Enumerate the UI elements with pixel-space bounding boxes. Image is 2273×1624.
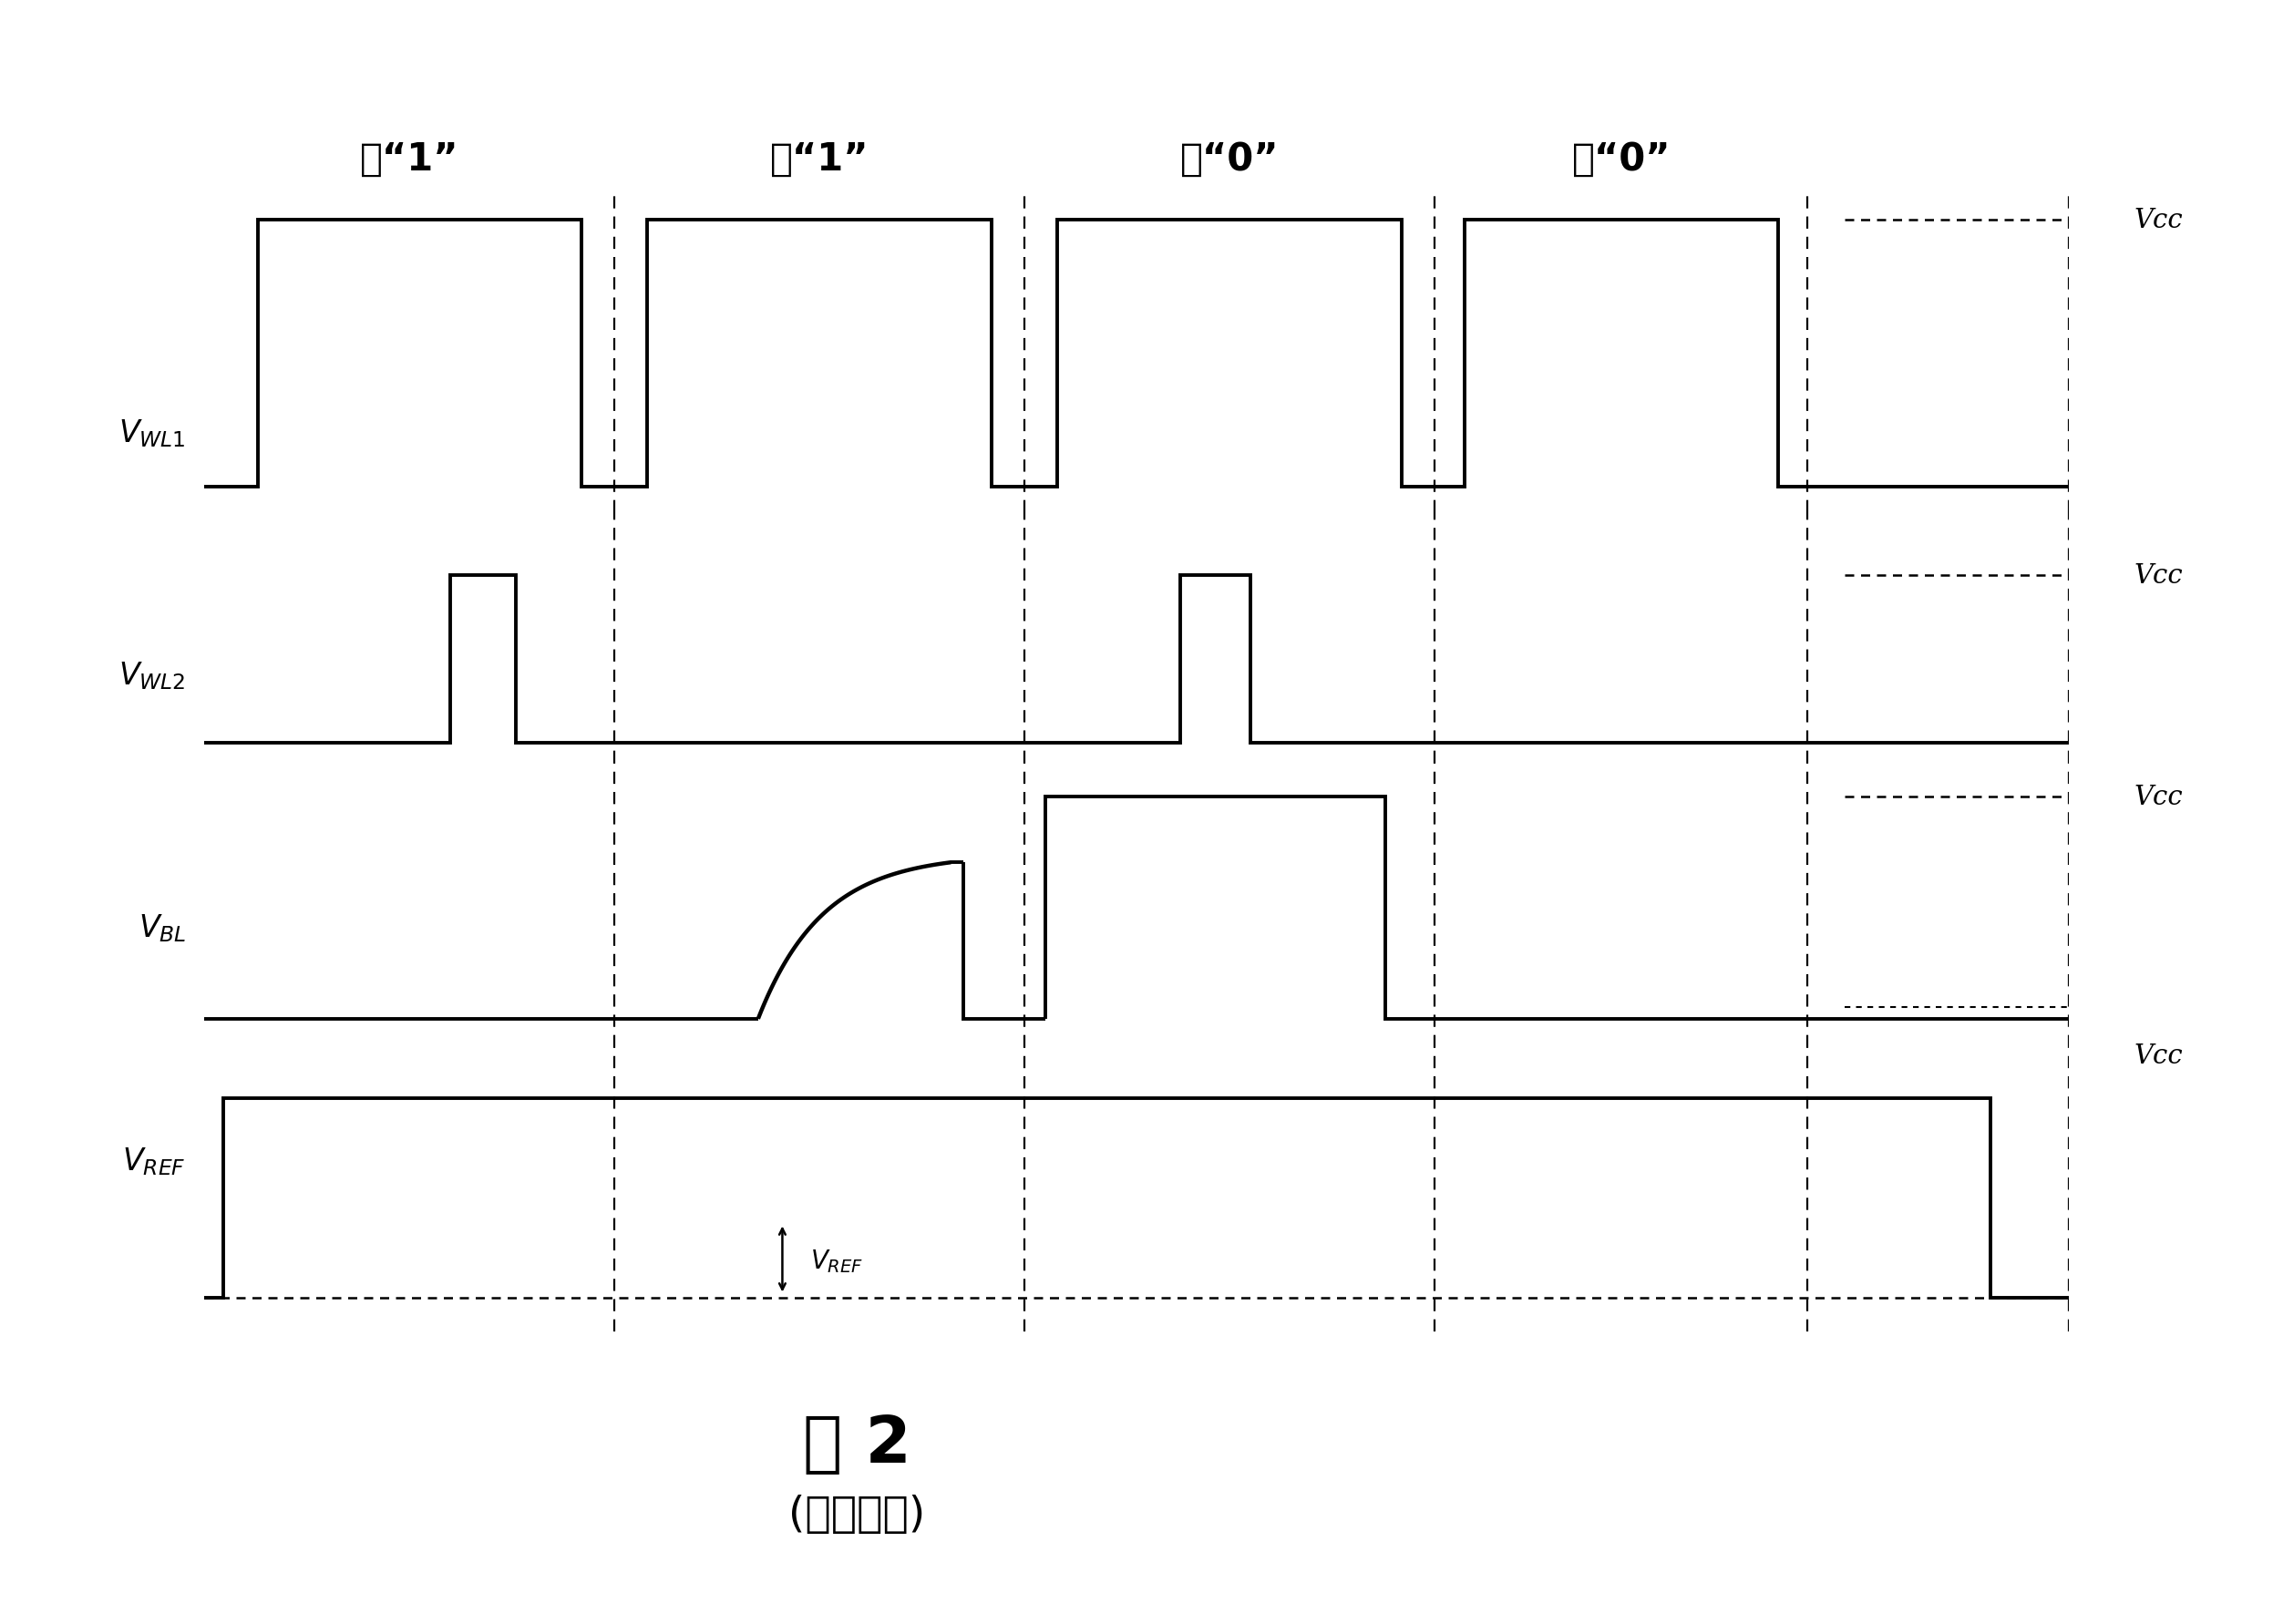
Text: $V_{BL}$: $V_{BL}$ <box>139 913 186 944</box>
Text: (现有技术): (现有技术) <box>789 1494 925 1535</box>
Text: Vcc: Vcc <box>2134 784 2182 810</box>
Text: Vcc: Vcc <box>2134 564 2182 588</box>
Text: 写“1”: 写“1” <box>359 140 459 179</box>
Text: $V_{WL1}$: $V_{WL1}$ <box>118 417 186 450</box>
Text: Vcc: Vcc <box>2134 1043 2182 1069</box>
Text: $V_{REF}$: $V_{REF}$ <box>123 1145 186 1177</box>
Text: 读“0”: 读“0” <box>1571 140 1671 179</box>
Text: $V_{WL2}$: $V_{WL2}$ <box>118 659 186 692</box>
Text: 写“0”: 写“0” <box>1180 140 1280 179</box>
Text: 读“1”: 读“1” <box>771 140 868 179</box>
Text: $V_{REF}$: $V_{REF}$ <box>809 1247 864 1275</box>
Text: 图 2: 图 2 <box>802 1413 911 1476</box>
Text: Vcc: Vcc <box>2134 208 2182 234</box>
